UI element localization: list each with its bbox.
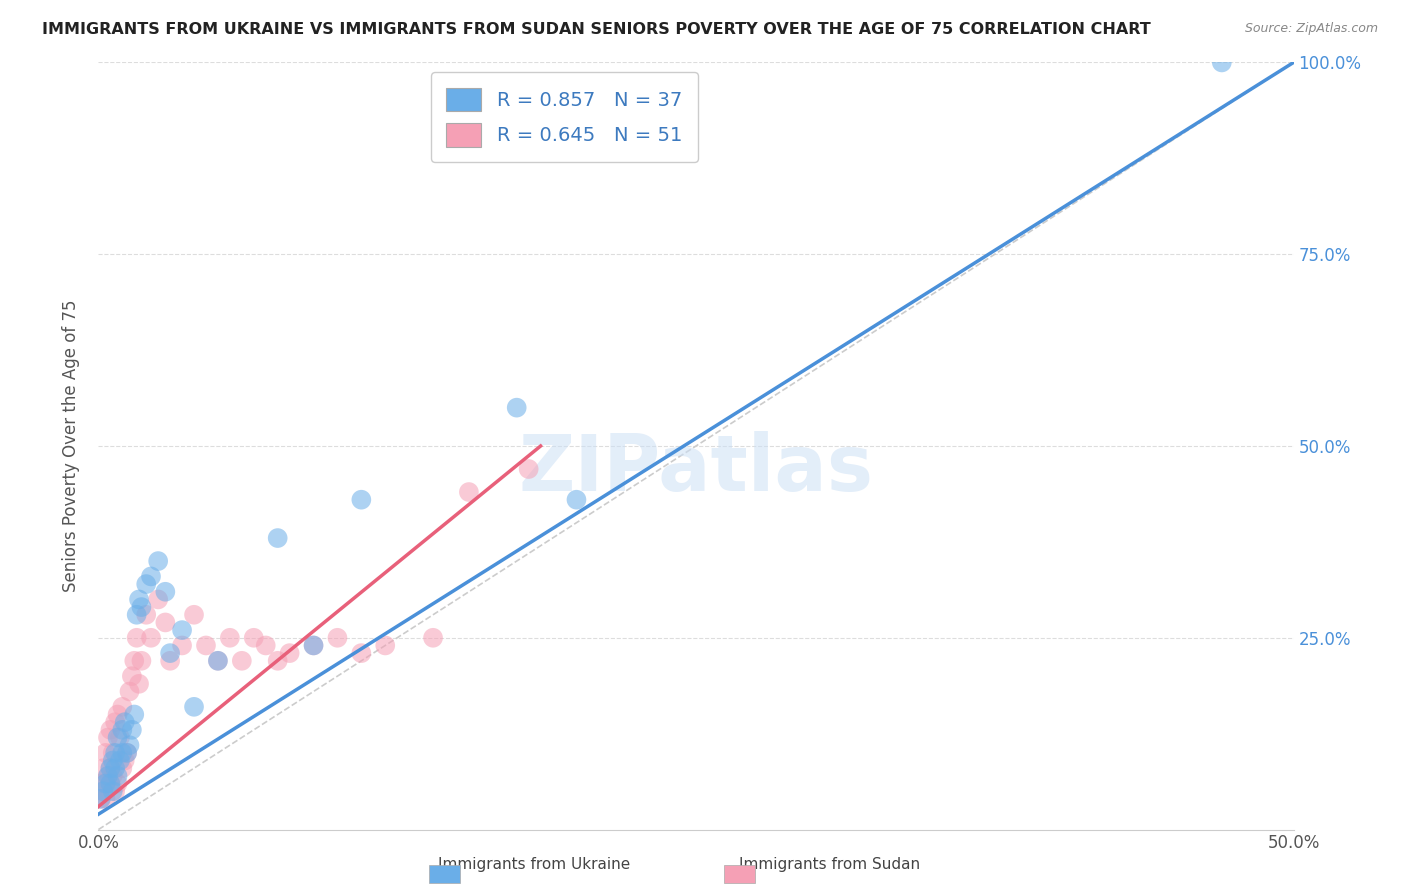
Point bbox=[118, 684, 141, 698]
Point bbox=[128, 677, 150, 691]
Text: Source: ZipAtlas.com: Source: ZipAtlas.com bbox=[1244, 22, 1378, 36]
Point bbox=[104, 784, 127, 798]
Point bbox=[107, 769, 129, 783]
Text: Immigrants from Ukraine: Immigrants from Ukraine bbox=[439, 857, 630, 872]
Point bbox=[124, 654, 146, 668]
Point bbox=[267, 531, 290, 545]
Point bbox=[94, 746, 117, 760]
Text: IMMIGRANTS FROM UKRAINE VS IMMIGRANTS FROM SUDAN SENIORS POVERTY OVER THE AGE OF: IMMIGRANTS FROM UKRAINE VS IMMIGRANTS FR… bbox=[42, 22, 1152, 37]
Point bbox=[458, 485, 481, 500]
Point bbox=[148, 592, 170, 607]
Point bbox=[104, 715, 127, 730]
Point bbox=[115, 746, 138, 760]
Point bbox=[207, 654, 229, 668]
Point bbox=[101, 754, 124, 768]
Point bbox=[135, 577, 157, 591]
Point bbox=[565, 492, 588, 507]
Point bbox=[90, 792, 112, 806]
Point bbox=[104, 761, 127, 775]
Point bbox=[98, 761, 122, 775]
Point bbox=[107, 707, 129, 722]
Point bbox=[94, 776, 117, 790]
Point bbox=[131, 600, 153, 615]
Point bbox=[114, 754, 136, 768]
Point bbox=[111, 723, 134, 737]
Point bbox=[517, 462, 540, 476]
Point bbox=[350, 646, 373, 660]
Point bbox=[94, 792, 117, 806]
Point bbox=[219, 631, 242, 645]
Point bbox=[98, 761, 122, 775]
Point bbox=[506, 401, 529, 415]
Point bbox=[131, 654, 153, 668]
Point bbox=[125, 607, 148, 622]
Point bbox=[121, 669, 143, 683]
Text: ZIPatlas: ZIPatlas bbox=[519, 431, 873, 507]
Point bbox=[121, 723, 143, 737]
Point bbox=[97, 769, 120, 783]
Point bbox=[278, 646, 301, 660]
Point bbox=[101, 784, 124, 798]
Point bbox=[159, 654, 181, 668]
Point bbox=[302, 639, 325, 653]
Point bbox=[118, 738, 141, 752]
Point bbox=[350, 492, 373, 507]
Point bbox=[115, 746, 138, 760]
Point bbox=[111, 761, 134, 775]
Point bbox=[104, 746, 127, 760]
Point bbox=[107, 776, 129, 790]
Point bbox=[97, 769, 120, 783]
Point bbox=[155, 584, 177, 599]
Point bbox=[91, 761, 114, 775]
Point bbox=[326, 631, 349, 645]
Point bbox=[374, 639, 396, 653]
Point bbox=[97, 731, 120, 745]
Point bbox=[111, 746, 134, 760]
Point bbox=[172, 639, 194, 653]
Point bbox=[91, 784, 114, 798]
Point bbox=[139, 631, 162, 645]
Point bbox=[94, 776, 117, 790]
Point bbox=[107, 731, 129, 745]
Point bbox=[135, 607, 157, 622]
Point bbox=[243, 631, 266, 645]
Point bbox=[231, 654, 253, 668]
Point bbox=[90, 776, 112, 790]
Point bbox=[98, 776, 122, 790]
Point bbox=[91, 784, 114, 798]
Point bbox=[98, 723, 122, 737]
Y-axis label: Seniors Poverty Over the Age of 75: Seniors Poverty Over the Age of 75 bbox=[62, 300, 80, 592]
Point bbox=[114, 715, 136, 730]
Point bbox=[90, 792, 112, 806]
Point bbox=[207, 654, 229, 668]
Point bbox=[139, 569, 162, 583]
Point bbox=[172, 623, 194, 637]
Point bbox=[195, 639, 218, 653]
Point bbox=[159, 646, 181, 660]
Point bbox=[128, 592, 150, 607]
Point bbox=[1211, 55, 1233, 70]
Point bbox=[101, 769, 124, 783]
Point bbox=[148, 554, 170, 568]
Point bbox=[267, 654, 290, 668]
Point bbox=[101, 746, 124, 760]
Legend: R = 0.857   N = 37, R = 0.645   N = 51: R = 0.857 N = 37, R = 0.645 N = 51 bbox=[430, 72, 697, 162]
Point bbox=[254, 639, 277, 653]
Point bbox=[108, 731, 131, 745]
Point bbox=[422, 631, 444, 645]
Point bbox=[183, 699, 205, 714]
Point bbox=[98, 776, 122, 790]
Point bbox=[155, 615, 177, 630]
Point bbox=[111, 699, 134, 714]
Point bbox=[125, 631, 148, 645]
Point bbox=[302, 639, 325, 653]
Point bbox=[108, 754, 131, 768]
Point bbox=[124, 707, 146, 722]
Text: Immigrants from Sudan: Immigrants from Sudan bbox=[740, 857, 920, 872]
Point bbox=[183, 607, 205, 622]
